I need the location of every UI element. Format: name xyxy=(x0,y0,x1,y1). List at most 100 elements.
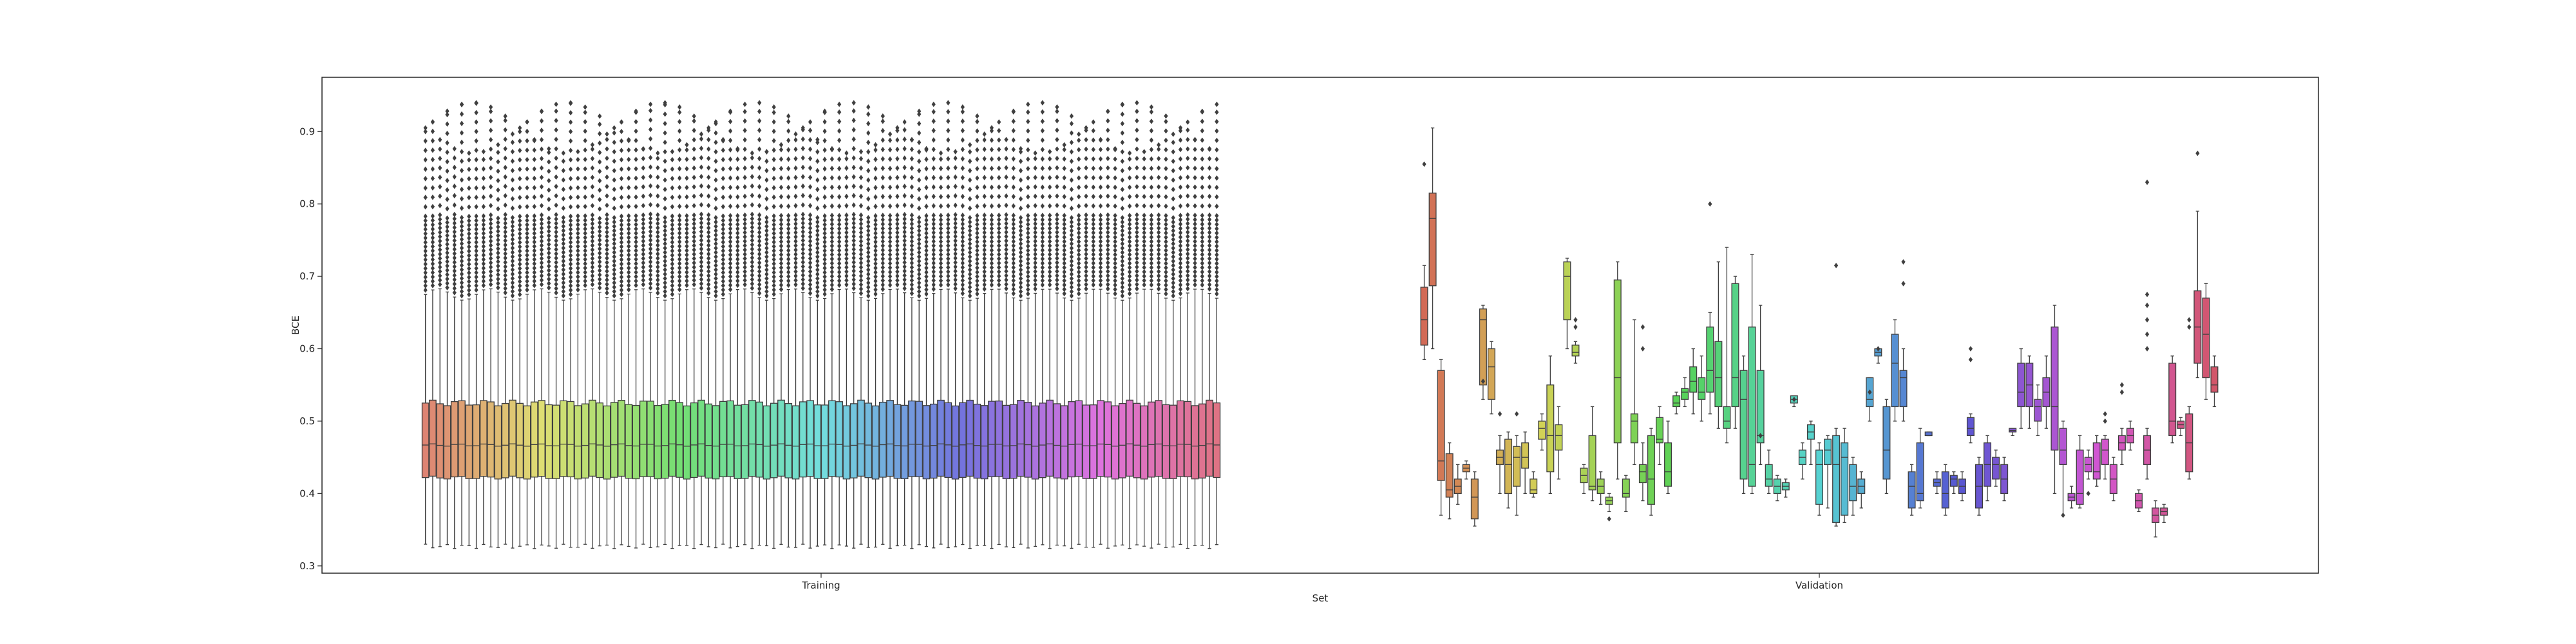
outlier-point xyxy=(1055,193,1059,199)
outlier-point xyxy=(525,287,529,293)
outlier-point xyxy=(648,242,653,247)
outlier-point xyxy=(946,269,951,275)
outlier-point xyxy=(997,251,1001,258)
outlier-point xyxy=(1084,264,1088,270)
outlier-point xyxy=(967,232,972,238)
outlier-point xyxy=(2119,382,2125,388)
outlier-point xyxy=(1084,260,1088,266)
outlier-point xyxy=(1077,273,1081,279)
outlier-point xyxy=(1106,193,1110,199)
validation-box xyxy=(2177,417,2185,437)
outlier-point xyxy=(488,225,493,231)
outlier-point xyxy=(815,289,820,294)
outlier-point xyxy=(714,119,718,125)
outlier-point xyxy=(452,281,457,287)
outlier-point xyxy=(829,247,835,253)
outlier-point xyxy=(648,276,653,282)
outlier-point xyxy=(714,149,718,155)
outlier-point xyxy=(946,146,951,153)
outlier-point xyxy=(510,267,515,273)
outlier-point xyxy=(677,269,682,275)
outlier-point xyxy=(539,281,544,287)
training-box xyxy=(1198,108,1206,546)
outlier-point xyxy=(488,128,493,133)
outlier-point xyxy=(612,293,616,299)
box-iqr xyxy=(1169,404,1177,479)
outlier-point xyxy=(858,243,864,249)
outlier-point xyxy=(510,196,515,202)
outlier-point xyxy=(1040,128,1045,134)
outlier-point xyxy=(800,164,805,171)
outlier-point xyxy=(1157,234,1161,240)
outlier-point xyxy=(960,216,965,223)
training-box xyxy=(479,149,488,545)
outlier-point xyxy=(692,156,696,162)
outlier-point xyxy=(1062,230,1066,236)
outlier-point xyxy=(873,194,878,200)
outlier-point xyxy=(815,254,820,260)
outlier-point xyxy=(445,205,450,212)
outlier-point xyxy=(474,156,478,163)
training-box xyxy=(922,146,931,547)
outlier-point xyxy=(1062,213,1066,218)
outlier-point xyxy=(561,276,565,281)
outlier-point xyxy=(931,137,936,143)
outlier-point xyxy=(568,129,573,135)
outlier-point xyxy=(1113,238,1117,245)
outlier-point xyxy=(793,212,798,218)
outlier-point xyxy=(844,247,849,253)
outlier-point xyxy=(786,252,791,258)
validation-box xyxy=(1664,421,1672,495)
outlier-point xyxy=(634,194,638,200)
outlier-point xyxy=(1084,256,1088,261)
outlier-point xyxy=(887,239,893,245)
outlier-point xyxy=(851,233,856,240)
outlier-point xyxy=(510,289,515,294)
outlier-point xyxy=(677,213,682,219)
outlier-point xyxy=(989,225,994,232)
outlier-point xyxy=(757,118,762,124)
outlier-point xyxy=(641,212,645,218)
outlier-point xyxy=(808,225,813,231)
outlier-point xyxy=(430,194,435,200)
outlier-point xyxy=(997,230,1001,236)
outlier-point xyxy=(1200,265,1204,270)
outlier-point xyxy=(430,235,435,241)
outlier-point xyxy=(423,252,428,258)
outlier-point xyxy=(721,226,725,232)
outlier-point xyxy=(1607,516,1611,522)
outlier-point xyxy=(518,243,522,250)
outlier-point xyxy=(975,184,980,191)
outlier-point xyxy=(1171,267,1175,273)
outlier-point xyxy=(612,223,616,229)
outlier-point xyxy=(1062,247,1066,253)
outlier-point xyxy=(583,265,587,271)
outlier-point xyxy=(663,271,667,277)
outlier-point xyxy=(503,238,507,243)
outlier-point xyxy=(561,177,565,183)
outlier-point xyxy=(1149,175,1154,181)
outlier-point xyxy=(873,213,878,219)
outlier-point xyxy=(1186,127,1190,133)
outlier-point xyxy=(989,282,994,288)
outlier-point xyxy=(953,247,958,252)
outlier-point xyxy=(467,292,471,298)
outlier-point xyxy=(989,156,994,162)
outlier-point xyxy=(786,247,791,254)
outlier-point xyxy=(1040,217,1045,223)
outlier-point xyxy=(1142,238,1146,245)
outlier-point xyxy=(1193,203,1197,209)
outlier-point xyxy=(1127,273,1132,279)
outlier-point xyxy=(1142,269,1146,275)
validation-box xyxy=(2202,283,2210,400)
outlier-point xyxy=(1215,256,1219,262)
outlier-point xyxy=(779,243,784,249)
outlier-point xyxy=(757,277,762,283)
outlier-point xyxy=(1135,108,1139,115)
outlier-point xyxy=(619,218,624,223)
outlier-point xyxy=(714,219,718,225)
outlier-point xyxy=(699,211,704,217)
outlier-point xyxy=(902,281,907,287)
outlier-point xyxy=(641,269,645,274)
outlier-point xyxy=(459,262,464,269)
